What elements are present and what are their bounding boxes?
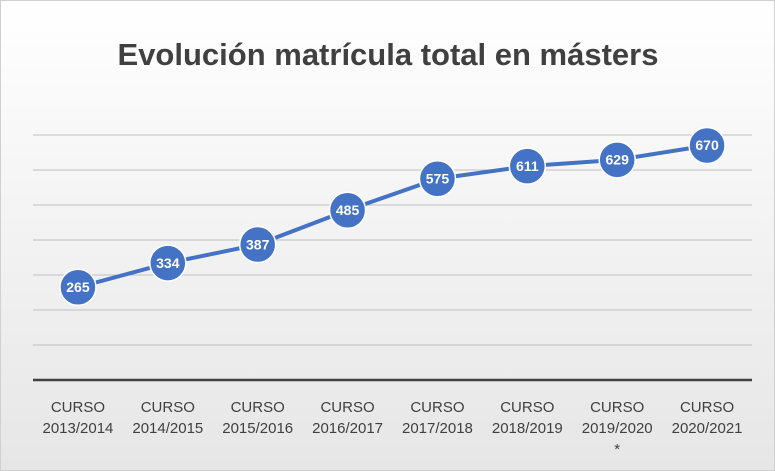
x-tick-label: CURSO 2018/2019: [491, 399, 563, 437]
marker: [149, 244, 187, 282]
x-tick-label: CURSO 2016/2017: [312, 399, 384, 437]
marker: [508, 147, 547, 185]
data-label: 485: [336, 202, 360, 218]
x-tick-label: CURSO 2014/2015: [132, 399, 204, 437]
x-tick-label: CURSO 2020/2021: [671, 399, 743, 437]
marker: [598, 141, 636, 179]
data-label: 265: [66, 279, 90, 295]
data-label: 670: [695, 137, 719, 153]
marker: [59, 268, 97, 306]
x-tick-label: CURSO 2019/2020 *: [581, 399, 653, 458]
data-label: 575: [426, 170, 450, 186]
marker: [328, 191, 367, 229]
chart-title: Evolución matrícula total en másters: [118, 37, 659, 72]
x-tick-label: CURSO 2015/2016: [222, 399, 294, 437]
data-label: 334: [156, 255, 180, 271]
x-tick-label: CURSO 2017/2018: [401, 399, 473, 437]
marker: [688, 126, 726, 165]
marker: [418, 160, 457, 198]
data-label: 387: [246, 236, 270, 252]
x-tick-label: CURSO 2013/2014: [42, 399, 114, 437]
data-label: 611: [516, 158, 539, 174]
marker: [238, 225, 277, 264]
data-label: 629: [606, 152, 630, 168]
